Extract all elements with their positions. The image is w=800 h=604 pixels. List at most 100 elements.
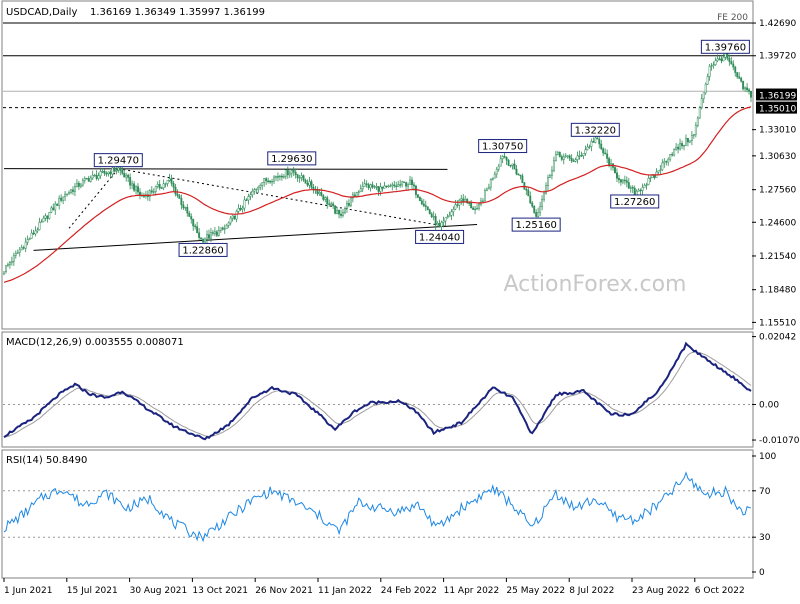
- candle-body: [529, 195, 532, 204]
- candle-body: [545, 185, 547, 194]
- candle-body: [154, 186, 157, 192]
- candle-body: [324, 197, 327, 200]
- candle-body: [706, 76, 709, 85]
- candle-body: [428, 209, 431, 214]
- candle-body: [209, 232, 212, 239]
- candle-body: [375, 186, 378, 188]
- candle-body: [249, 194, 252, 197]
- current-price-label: 1.36199: [759, 92, 796, 102]
- candle-body: [541, 198, 544, 207]
- candle-body: [115, 170, 118, 172]
- candle-body: [251, 190, 254, 196]
- candle-body: [509, 165, 512, 167]
- candle-body: [637, 189, 640, 192]
- candle-body: [294, 171, 297, 175]
- candle-body: [12, 255, 15, 262]
- candle-body: [330, 203, 333, 205]
- candle-body: [679, 143, 682, 150]
- candle-body: [387, 185, 390, 187]
- candle-body: [468, 202, 471, 204]
- candle-body: [549, 175, 551, 178]
- candle-body: [113, 167, 116, 172]
- candle-body: [505, 157, 508, 161]
- candle-body: [125, 174, 128, 178]
- price-annotation: 1.30750: [478, 139, 528, 154]
- candle-body: [399, 184, 402, 186]
- candle-body: [584, 149, 587, 154]
- price-tick-label: 1.39720: [759, 52, 796, 62]
- candle-body: [192, 218, 195, 227]
- annotation-box: [267, 151, 317, 166]
- candle-body: [521, 175, 524, 183]
- candle-body: [190, 216, 193, 220]
- candle-body: [661, 162, 664, 171]
- candle-body: [121, 170, 124, 174]
- candle-body: [627, 182, 630, 189]
- candle-body: [261, 182, 264, 186]
- candle-body: [586, 146, 589, 150]
- candle-body: [18, 249, 21, 253]
- candle-body: [89, 177, 92, 182]
- candle-body: [32, 232, 35, 235]
- candle-body: [217, 230, 220, 236]
- candle-body: [277, 176, 279, 178]
- candle-body: [379, 186, 382, 192]
- candle-body: [152, 191, 155, 193]
- annotation-label: 1.22860: [182, 245, 223, 256]
- candle-body: [383, 185, 386, 189]
- candle-body: [30, 232, 33, 239]
- candle-body: [105, 173, 108, 175]
- rsi-tick-label: 70: [759, 487, 771, 497]
- candle-body: [645, 184, 648, 186]
- candle-body: [389, 185, 392, 187]
- watermark: ActionForex.com: [504, 272, 687, 297]
- candle-body: [194, 225, 197, 228]
- rsi-title: RSI(14) 50.8490: [6, 455, 87, 466]
- annotation-box: [478, 139, 528, 154]
- annotation-box: [415, 229, 465, 244]
- candle-body: [288, 172, 291, 176]
- candle-body: [166, 180, 169, 184]
- annotation-box: [511, 217, 561, 232]
- candle-body: [742, 80, 745, 90]
- candle-body: [543, 192, 546, 200]
- candle-body: [720, 58, 723, 62]
- candle-body: [10, 261, 13, 263]
- price-tick-label: 1.18480: [759, 286, 796, 296]
- candle-body: [487, 186, 490, 190]
- candle-body: [16, 252, 19, 254]
- candle-body: [686, 138, 689, 143]
- candle-body: [56, 203, 59, 206]
- candle-body: [269, 180, 272, 183]
- candle-body: [531, 202, 534, 207]
- macd-title: MACD(12,26,9) 0.003555 0.008071: [6, 337, 184, 348]
- candle-body: [219, 227, 222, 231]
- candle-body: [647, 177, 650, 185]
- candle-body: [426, 206, 429, 211]
- candle-body: [38, 222, 41, 231]
- candle-body: [659, 169, 662, 172]
- candle-body: [371, 184, 374, 188]
- annotation-box: [610, 194, 660, 209]
- candle-body: [64, 193, 67, 198]
- candle-body: [649, 177, 652, 179]
- candle-body: [26, 239, 29, 243]
- candle-body: [263, 178, 266, 183]
- candle-body: [3, 271, 5, 275]
- candle-body: [208, 234, 210, 239]
- candle-body: [164, 183, 167, 185]
- x-tick-label: 11 Jan 2022: [318, 586, 372, 596]
- price-tick-label: 1.27560: [759, 186, 796, 196]
- candle-body: [700, 98, 703, 108]
- candle-body: [255, 188, 258, 191]
- candle-body: [107, 171, 110, 174]
- candle-body: [436, 223, 439, 226]
- candle-body: [744, 87, 747, 90]
- candle-body: [340, 213, 342, 216]
- candle-body: [245, 199, 248, 201]
- candle-body: [142, 195, 145, 198]
- candle-body: [81, 179, 84, 186]
- candle-body: [570, 158, 573, 162]
- candle-body: [535, 212, 538, 217]
